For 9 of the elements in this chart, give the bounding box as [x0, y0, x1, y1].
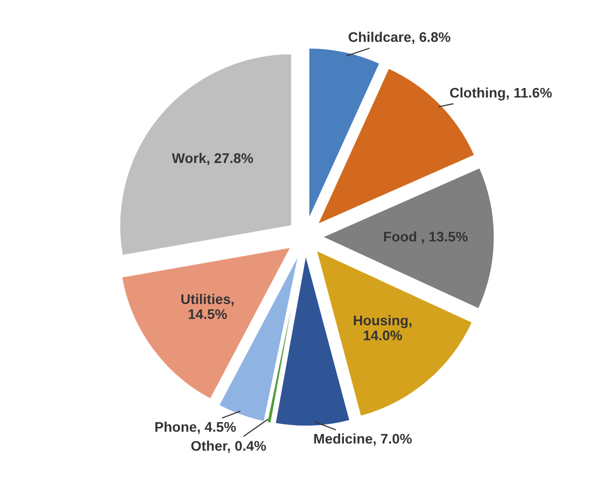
slice-label: Other, 0.4%: [191, 440, 266, 453]
slice-label: Medicine, 7.0%: [314, 433, 412, 446]
slice-label: Work, 27.8%: [172, 152, 254, 166]
slice-label: Housing, 14.0%: [354, 315, 412, 340]
slice-label: Food , 13.5%: [384, 231, 468, 244]
slice-label: Utilities, 14.5%: [181, 294, 234, 320]
slice-label: Phone, 4.5%: [155, 422, 236, 434]
slice-label: Clothing, 11.6%: [450, 87, 552, 100]
slice-label: Childcare, 6.8%: [348, 32, 450, 44]
